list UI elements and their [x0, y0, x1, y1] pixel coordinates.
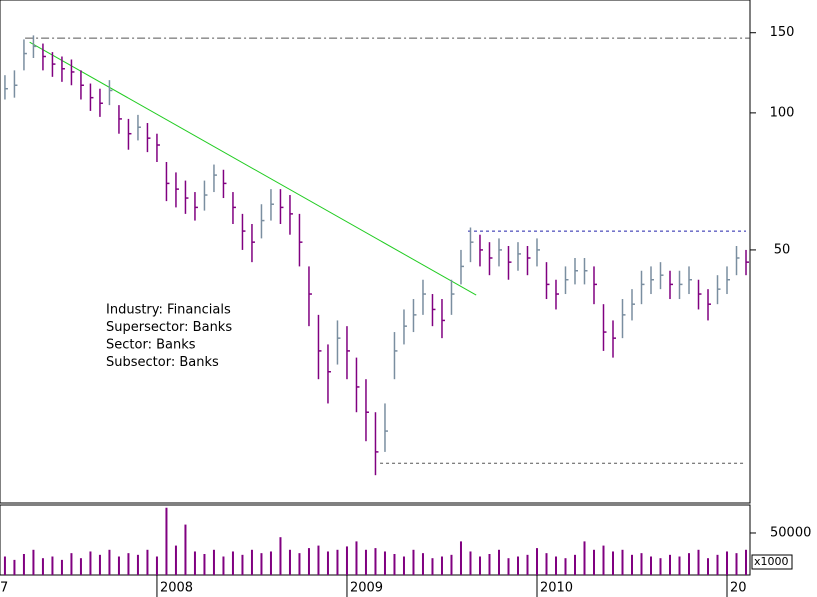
- x-tick-label: 2010: [540, 581, 573, 596]
- price-frame: [0, 0, 751, 504]
- reference-line: [29, 41, 477, 296]
- y-tick-label: 150: [770, 25, 795, 40]
- y-tick-label: 50: [774, 242, 791, 257]
- annotation: Sector: Banks: [106, 338, 196, 353]
- y-tick-label: 100: [770, 105, 795, 120]
- y-tick-label: 50000: [770, 525, 811, 540]
- annotation: Subsector: Banks: [106, 355, 219, 370]
- x-tick-label: 20: [730, 581, 747, 596]
- unit-box: [751, 554, 793, 570]
- x-tick-label: 7: [0, 581, 8, 596]
- unit-label: x1000: [754, 555, 789, 568]
- annotation: Industry: Financials: [106, 303, 231, 318]
- x-tick-label: 2009: [350, 581, 383, 596]
- x-tick-label: 2008: [160, 581, 193, 596]
- annotation: Supersector: Banks: [106, 320, 232, 335]
